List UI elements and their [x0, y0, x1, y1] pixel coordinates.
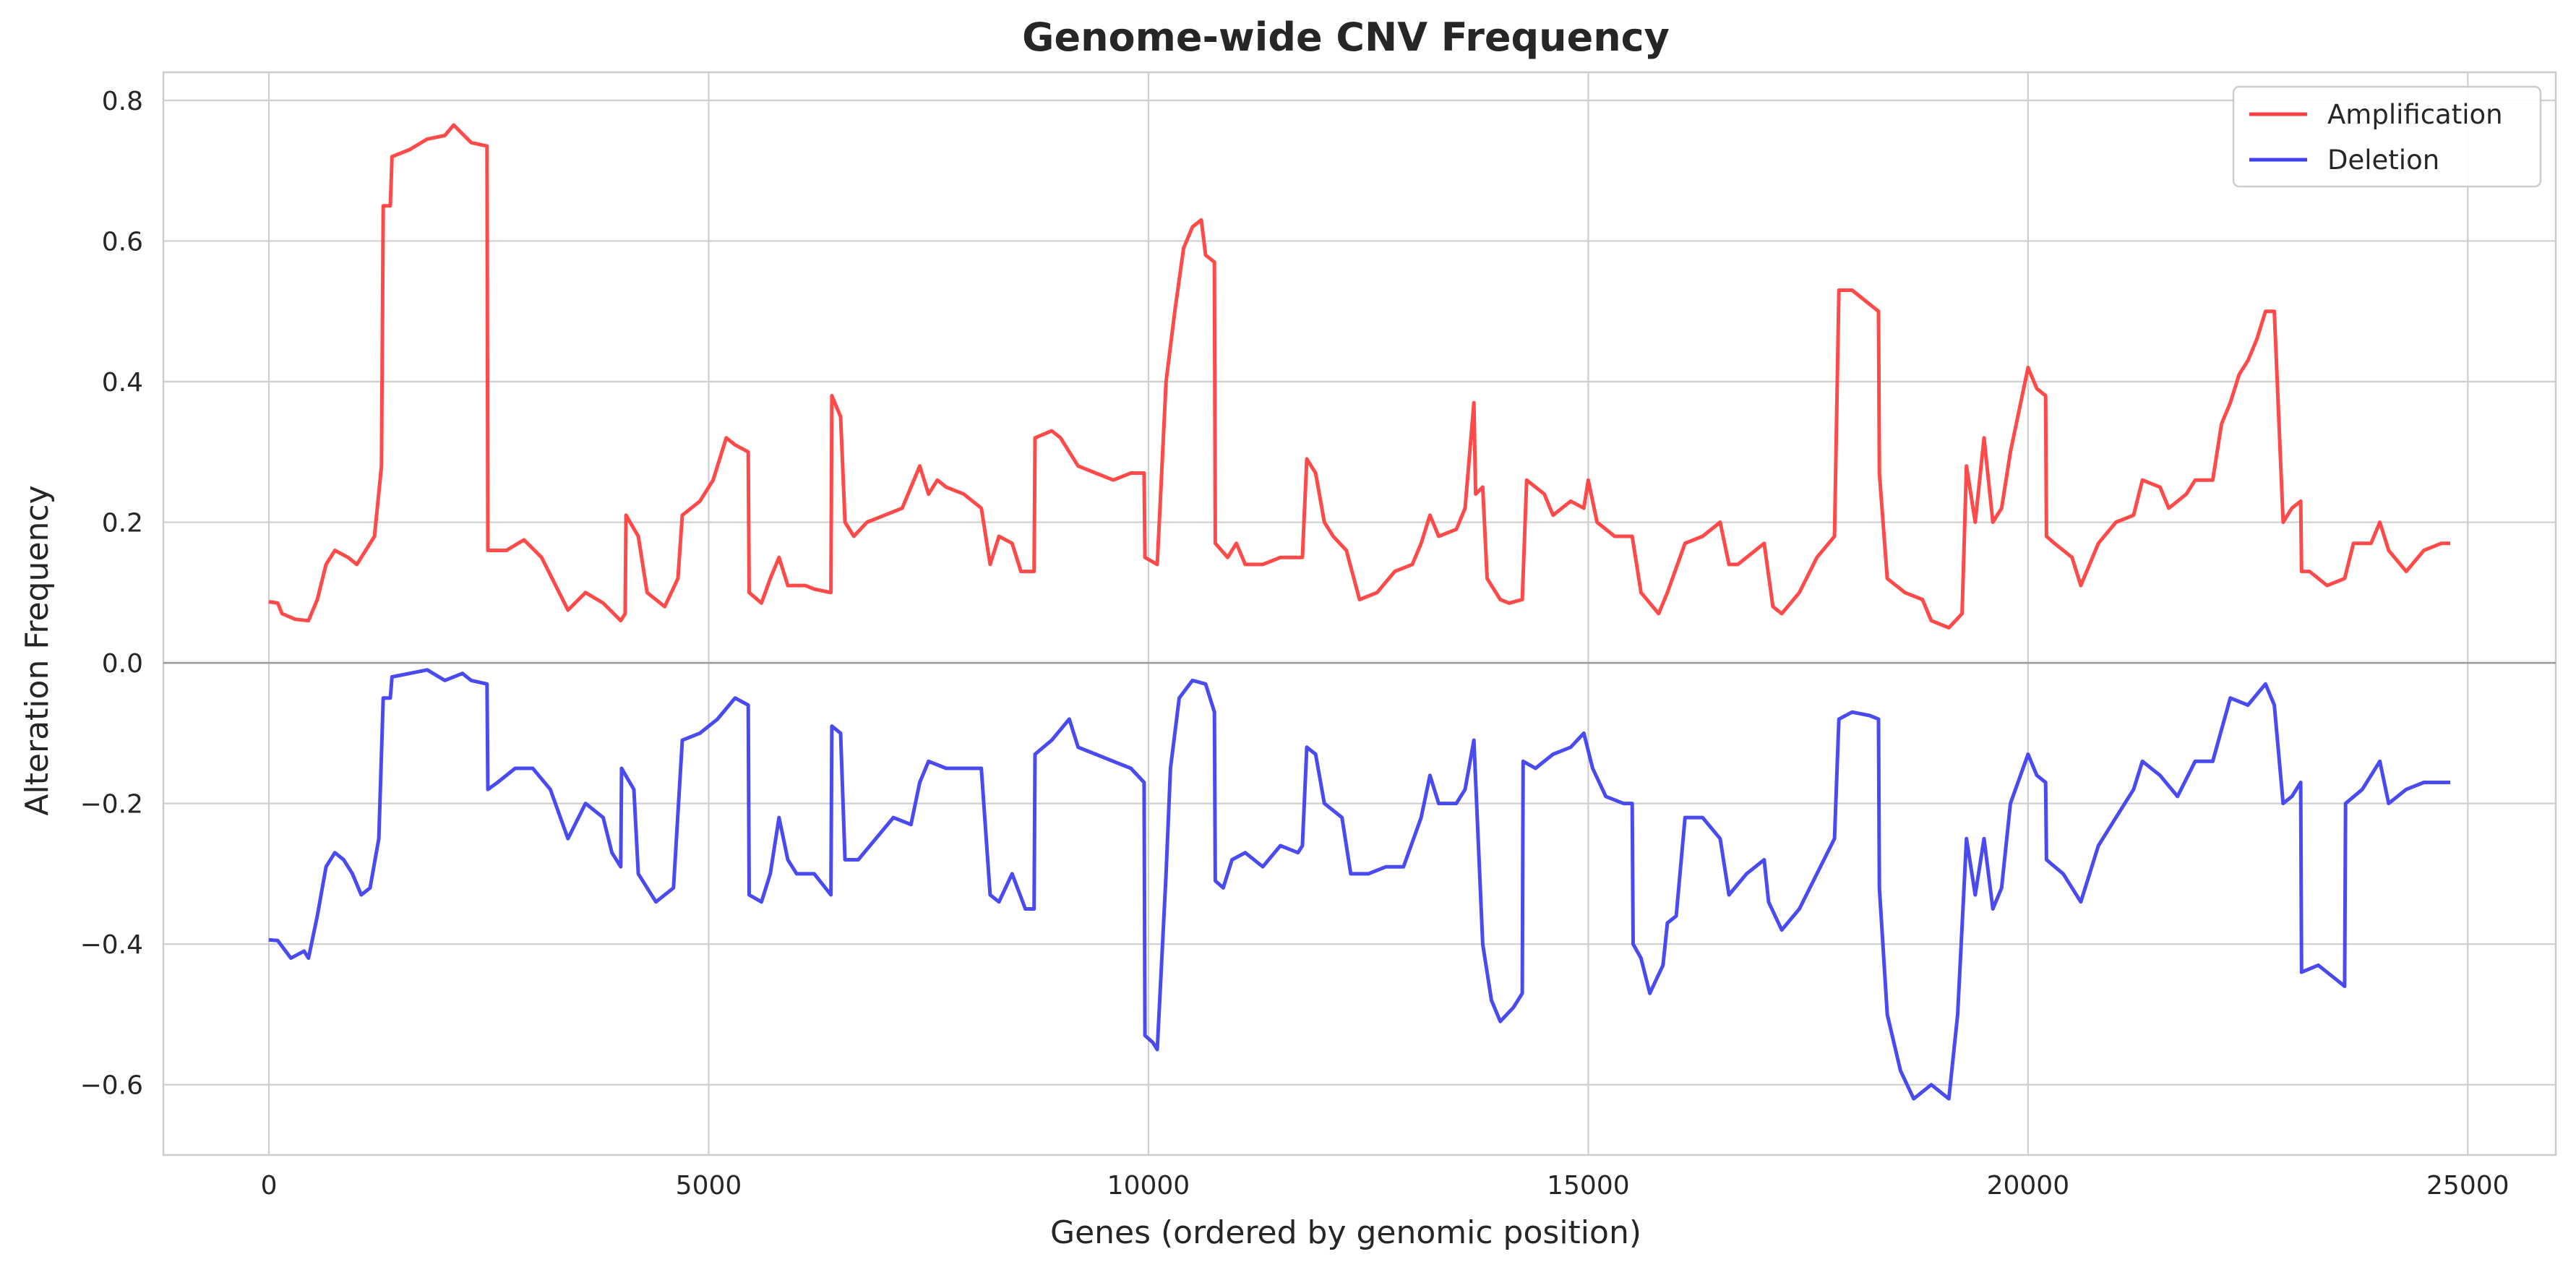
plot-area: 0 5000 10000 15000 20000 25000 −0.6 −0.4 −0.2 0.0…	[80, 71, 2557, 1201]
y-tick-label: 0.0	[102, 649, 143, 679]
x-tick-label: 10000	[1107, 1171, 1190, 1201]
y-tick-label: 0.6	[102, 227, 143, 257]
x-tick-label: 15000	[1547, 1171, 1630, 1201]
y-axis-label: Alteration Frequency	[19, 485, 56, 815]
legend-box	[2232, 85, 2542, 188]
y-tick-label: 0.8	[102, 87, 143, 116]
legend-label: Amplification	[2327, 99, 2503, 130]
x-tick-label: 25000	[2426, 1171, 2510, 1201]
x-axis-label: Genes (ordered by genomic position)	[1050, 1214, 1641, 1251]
y-tick-label: −0.2	[80, 790, 143, 820]
legend-label: Deletion	[2327, 145, 2439, 176]
y-tick-label: 0.4	[102, 368, 143, 398]
chart-title: Genome-wide CNV Frequency	[1022, 14, 1670, 60]
y-tick-label: −0.6	[80, 1071, 143, 1101]
legend: Amplification Deletion	[2232, 85, 2542, 188]
x-tick-label: 20000	[1987, 1171, 2070, 1201]
x-tick-label: 5000	[676, 1171, 742, 1201]
series-line-deletion	[268, 668, 2450, 1101]
x-tick-label: 0	[261, 1171, 278, 1201]
plot-frame	[162, 71, 2557, 1156]
y-tick-label: 0.2	[102, 509, 143, 538]
series-line-amplification	[268, 123, 2450, 630]
y-tick-label: −0.4	[80, 930, 143, 960]
